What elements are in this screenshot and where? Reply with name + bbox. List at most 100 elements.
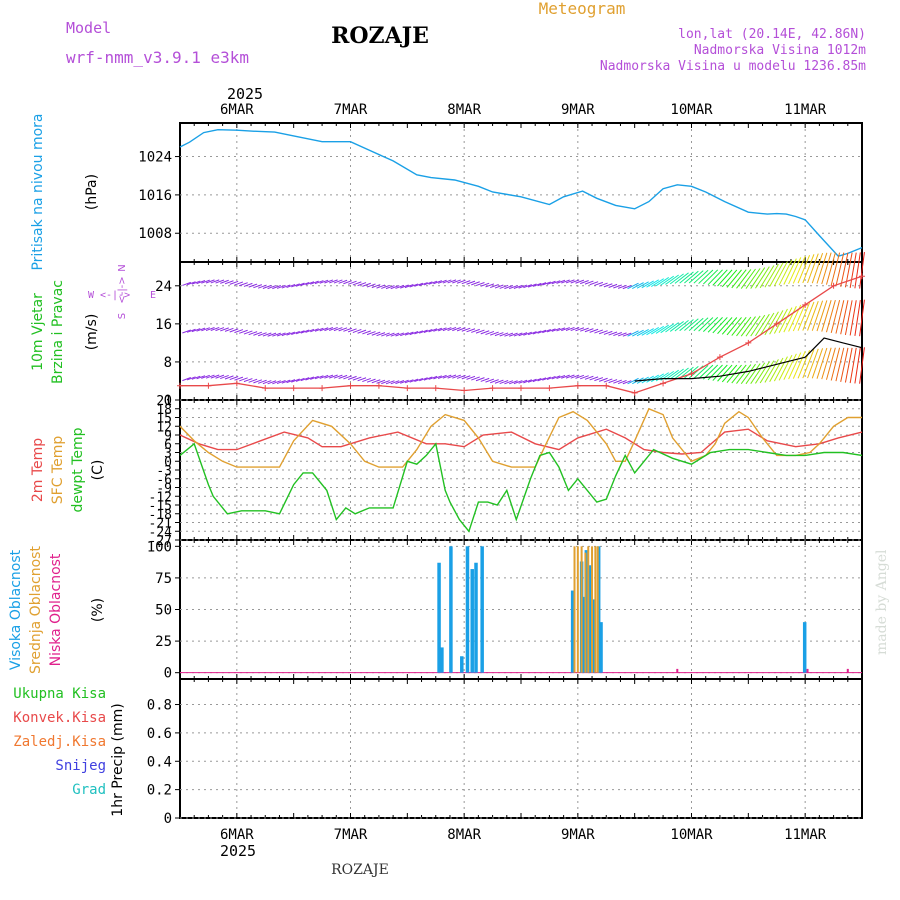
- cloud-high-bar: [599, 622, 603, 673]
- wind-vector: [840, 252, 849, 287]
- wind-vector: [262, 380, 272, 385]
- wind-vector: [556, 374, 566, 379]
- wind-vector: [229, 328, 239, 333]
- wind-vector: [352, 281, 362, 286]
- wind-vector: [404, 284, 414, 289]
- wind-vector: [835, 252, 845, 287]
- wind-vector: [215, 327, 225, 332]
- wind-vector: [736, 316, 752, 337]
- wind-vector: [262, 284, 272, 289]
- wind-vector: [494, 379, 504, 384]
- grid-layer: [175, 122, 863, 819]
- wind-vector: [419, 329, 428, 334]
- wind-vector: [466, 280, 476, 285]
- wind-vector: [830, 347, 841, 381]
- wind-vector: [773, 356, 788, 382]
- wind-vector: [636, 281, 649, 289]
- wind-vector: [314, 280, 324, 285]
- wind-vector: [338, 327, 348, 332]
- wind-vector: [721, 269, 738, 288]
- wind-vector: [707, 269, 723, 286]
- cloud-mid-bar: [580, 546, 583, 673]
- y-tick-label: 0: [164, 811, 172, 827]
- wind-vector: [532, 330, 542, 335]
- wind-vector: [442, 327, 452, 332]
- wind-vector: [314, 327, 324, 332]
- wind-vector: [182, 377, 191, 382]
- wind-vector: [740, 316, 756, 337]
- wind-vector: [248, 378, 258, 383]
- wind-vector: [357, 329, 367, 334]
- wind-vector: [224, 327, 234, 332]
- wind-vector: [773, 261, 788, 287]
- wind-vector: [376, 284, 386, 289]
- top-day-label: 6MAR: [220, 102, 254, 118]
- wind-vector: [347, 280, 357, 285]
- wind-vector: [721, 364, 738, 383]
- wind-vector: [750, 362, 766, 384]
- wind-vector: [338, 374, 348, 379]
- wind-vector: [267, 380, 277, 385]
- wind-vector: [693, 317, 709, 332]
- wind-vector: [816, 347, 828, 379]
- wind-vector: [551, 327, 561, 332]
- wind-vector: [570, 327, 580, 332]
- wind-speed-marker: [290, 385, 297, 392]
- temp-ylabel-dew: dewpt Temp: [70, 427, 86, 512]
- wind-vector: [419, 282, 428, 287]
- wind-vector: [362, 377, 371, 383]
- wind-vector: [755, 361, 770, 384]
- wind-vector: [295, 330, 305, 335]
- wind-vector: [400, 284, 409, 289]
- bottom-day-label: 10MAR: [670, 827, 713, 843]
- wind-vector: [580, 375, 589, 380]
- wind-vector: [542, 329, 551, 334]
- wind-vector: [437, 279, 447, 284]
- wind-speed-marker: [233, 380, 240, 387]
- wind-vector: [300, 377, 310, 382]
- wind-vector: [366, 378, 376, 383]
- wind-vector: [859, 347, 865, 384]
- wind-vector: [376, 379, 386, 384]
- wind-vector: [395, 284, 405, 289]
- wind-vector: [224, 375, 234, 380]
- top-day-label: 9MAR: [561, 102, 595, 118]
- bottom-day-label: 11MAR: [784, 827, 827, 843]
- y-tick-label: 0.8: [147, 698, 172, 714]
- wind-vector: [769, 357, 784, 383]
- wind-vector: [655, 277, 670, 287]
- wind-vector: [702, 317, 719, 333]
- wind-vector: [215, 374, 225, 379]
- cloud-high-bar: [474, 562, 478, 673]
- wind-vector: [807, 301, 819, 331]
- model-name: wrf-nmm_v3.9.1 e3km: [66, 48, 249, 67]
- wind-vector: [561, 374, 570, 379]
- wind-vector: [490, 379, 499, 384]
- wind-speed-marker: [830, 282, 837, 289]
- wind-vector: [385, 380, 395, 385]
- wind-vector: [717, 269, 733, 287]
- wind-vector: [343, 375, 353, 380]
- wind-vector: [442, 374, 452, 379]
- wind-vector: [452, 327, 461, 332]
- wind-vector: [679, 319, 694, 332]
- wind-vector: [759, 312, 775, 336]
- wind-vector: [338, 279, 348, 284]
- wind-vector: [234, 329, 244, 334]
- wind-vector: [475, 377, 485, 382]
- wind-vector: [830, 252, 841, 286]
- wind-vector: [220, 374, 229, 380]
- wind-vector: [532, 378, 542, 383]
- precip-legend-3: Snijeg: [55, 758, 106, 774]
- wind-vector: [575, 374, 585, 379]
- wind-vector: [821, 347, 832, 380]
- wind-vector: [466, 328, 476, 333]
- wind-vector: [821, 252, 832, 285]
- wind-vector: [598, 282, 608, 287]
- wind-vector: [239, 377, 248, 382]
- wind-speed-marker: [205, 382, 212, 389]
- wind-vector: [390, 380, 400, 385]
- wind-vector: [679, 271, 694, 284]
- wind-vector: [447, 374, 457, 379]
- y-tick-label: 21: [156, 394, 172, 409]
